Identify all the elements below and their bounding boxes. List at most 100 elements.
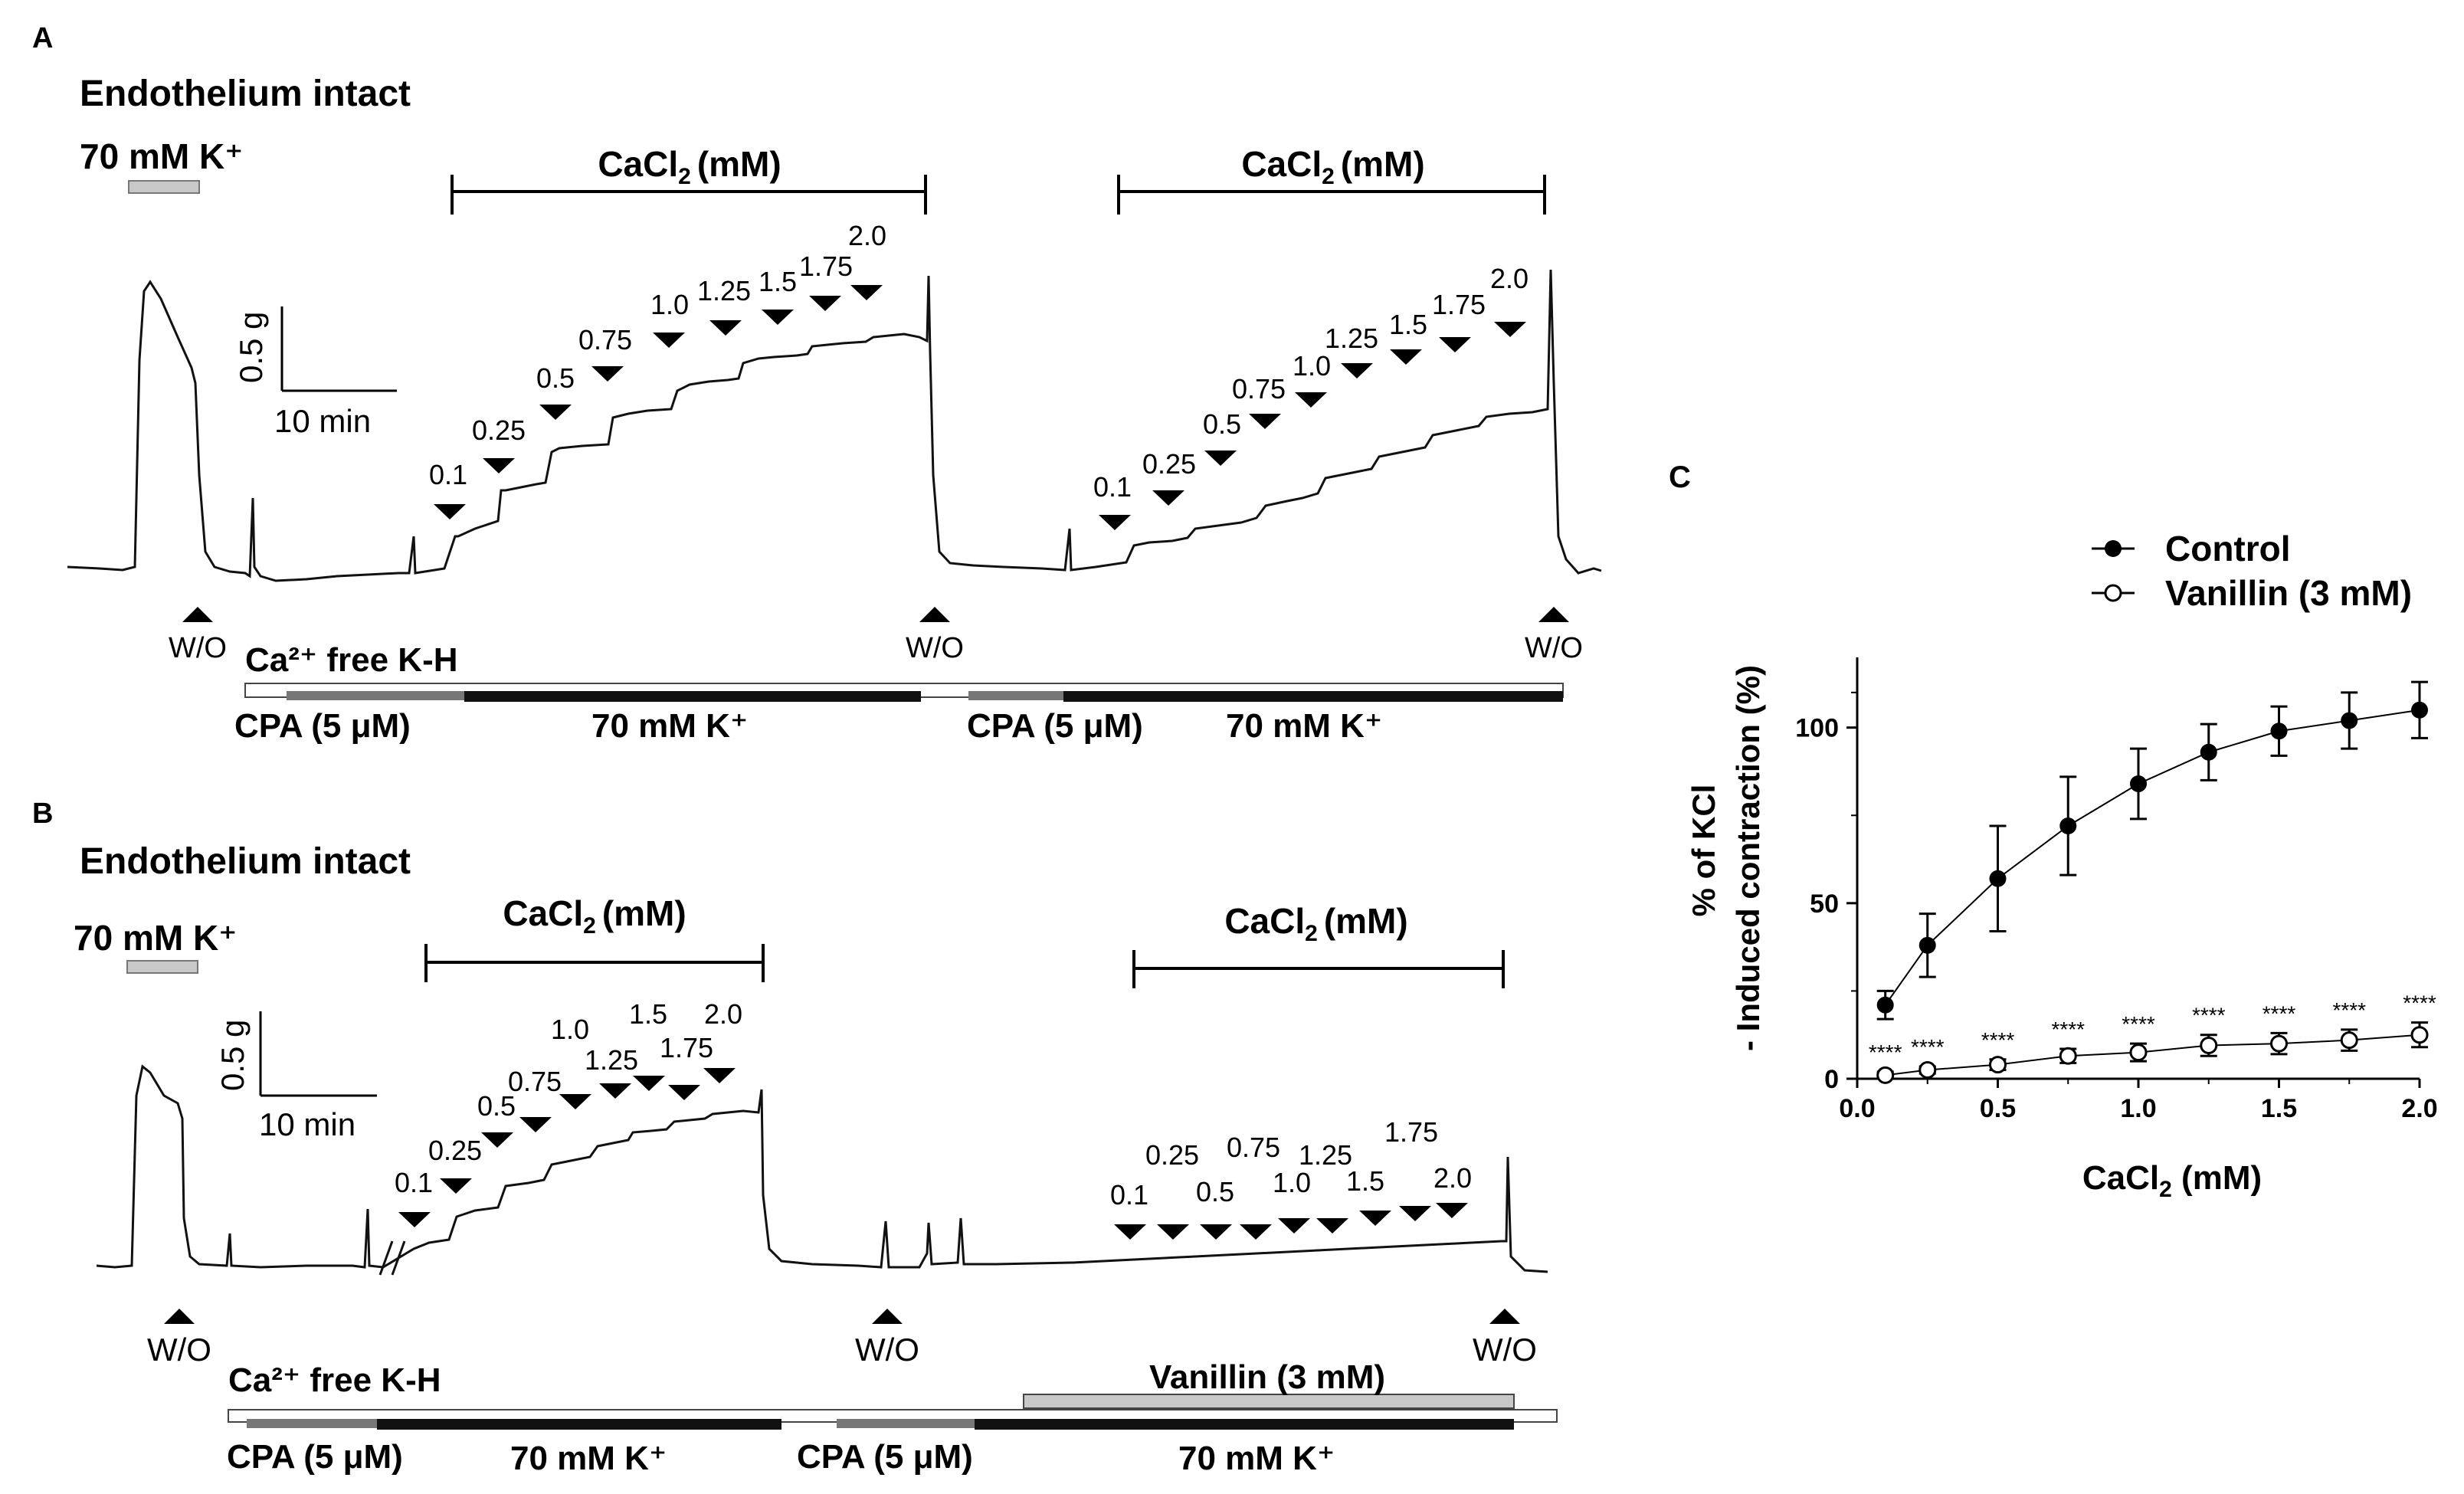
data-point <box>1989 870 2007 887</box>
svg-text:W/O: W/O <box>147 1332 211 1368</box>
x-tick-label: 1.0 <box>2120 1094 2156 1123</box>
svg-text:1.75: 1.75 <box>1384 1116 1438 1148</box>
panel-b-scale-x: 10 min <box>259 1106 356 1142</box>
panel-a-k-bar-1 <box>464 691 921 702</box>
legend-label: Vanillin (3 mM) <box>2165 573 2412 613</box>
svg-text:1.0: 1.0 <box>1273 1167 1311 1198</box>
panel-a-dose-labels-1: 0.1 0.25 0.5 0.75 1.0 1.25 1.5 1.75 2.0 <box>429 220 886 490</box>
y-tick-label: 50 <box>1810 890 1839 919</box>
panel-c-axes: 0.0 0.5 1.0 1.5 2.0 0 50 100 <box>1795 657 2438 1123</box>
series-vanillin <box>1876 1021 2429 1084</box>
svg-text:0.5: 0.5 <box>536 362 575 394</box>
x-tick-label: 0.5 <box>1980 1094 2016 1123</box>
panel-b-vanillin-bar <box>1023 1394 1515 1409</box>
svg-text:1.25: 1.25 <box>1325 323 1378 354</box>
panel-b: B Endothelium intact 70 mM K⁺ CaCl2 (mM) … <box>32 798 1558 1477</box>
svg-text:2.0: 2.0 <box>1490 263 1529 294</box>
svg-text:0.1: 0.1 <box>429 459 467 490</box>
panel-b-wo-labels: W/O W/O W/O <box>147 1332 1537 1368</box>
svg-text:1.5: 1.5 <box>1389 309 1427 340</box>
svg-text:1.5: 1.5 <box>629 998 667 1030</box>
panel-a-ca-free-label: Ca²⁺ free K-H <box>245 641 458 679</box>
svg-text:1.75: 1.75 <box>660 1032 713 1063</box>
panel-a-dose-markers-2 <box>1099 322 1526 530</box>
panel-b-dose-labels-1: 0.1 0.25 0.5 0.75 1.0 1.25 1.5 1.75 2.0 <box>395 998 742 1198</box>
svg-text:1.25: 1.25 <box>585 1044 638 1076</box>
svg-text:W/O: W/O <box>1473 1332 1537 1368</box>
panel-b-title: Endothelium intact <box>80 841 411 882</box>
significance-label: **** <box>2403 991 2436 1015</box>
panel-b-k-label-2: 70 mM K⁺ <box>1178 1440 1335 1477</box>
panel-a-dose-labels-2: 0.1 0.25 0.5 0.75 1.0 1.25 1.5 1.75 2.0 <box>1093 263 1529 503</box>
legend-marker <box>2104 584 2122 602</box>
data-point <box>2341 712 2358 729</box>
panel-b-cpa-bar-1 <box>247 1419 377 1428</box>
panel-a-dose-markers-1 <box>434 285 883 519</box>
svg-text:0.5: 0.5 <box>1196 1176 1234 1207</box>
svg-text:0.5: 0.5 <box>1203 408 1241 440</box>
panel-b-ca-free-label: Ca²⁺ free K-H <box>228 1361 441 1399</box>
data-point <box>1918 936 1936 954</box>
panel-b-cpa-label-1: CPA (5 μM) <box>227 1438 403 1476</box>
panel-b-k-bar <box>126 960 198 974</box>
significance-label: **** <box>2332 998 2366 1022</box>
panel-a-scale-bar <box>280 306 397 392</box>
panel-b-trace <box>96 1064 1548 1273</box>
svg-text:1.5: 1.5 <box>759 266 797 297</box>
svg-text:1.0: 1.0 <box>551 1014 589 1045</box>
x-tick-label: 0.0 <box>1839 1094 1875 1123</box>
svg-text:0.75: 0.75 <box>578 324 632 355</box>
series-line <box>1884 709 2420 1006</box>
panel-a-k-label-2: 70 mM K⁺ <box>1226 707 1382 745</box>
panel-b-wo-markers <box>164 1309 1520 1324</box>
svg-text:1.25: 1.25 <box>697 275 751 306</box>
data-point <box>2059 1047 2077 1065</box>
panel-a-wo-labels: W/O W/O W/O <box>169 632 1583 664</box>
significance-label: **** <box>2192 1004 2226 1027</box>
panel-b-scale-bar <box>259 1011 377 1097</box>
significance-label: **** <box>2262 1001 2296 1025</box>
significance-label: **** <box>1911 1035 1945 1059</box>
data-point <box>2270 1034 2288 1053</box>
x-tick-label: 1.5 <box>2261 1094 2297 1123</box>
significance-label: **** <box>1981 1028 2015 1052</box>
panel-b-dose-labels-2: 0.1 0.25 0.5 0.75 1.0 1.25 1.5 1.75 2.0 <box>1110 1116 1472 1211</box>
panel-a-cpa-label-2: CPA (5 μM) <box>967 707 1143 745</box>
panel-b-cacl-label-1: CaCl2 (mM) <box>503 893 686 939</box>
svg-text:1.75: 1.75 <box>799 251 853 282</box>
data-point <box>1876 1066 1895 1084</box>
panel-a: A Endothelium intact 70 mM K⁺ CaCl2 (mM) … <box>32 22 1602 745</box>
data-point <box>2200 1036 2218 1054</box>
panel-b-cpa-label-2: CPA (5 μM) <box>797 1438 973 1476</box>
panel-b-k-label-1: 70 mM K⁺ <box>510 1440 667 1477</box>
panel-b-vanillin-label: Vanillin (3 mM) <box>1149 1358 1385 1396</box>
panel-c-letter: C <box>1669 460 1691 494</box>
data-point <box>2340 1031 2358 1050</box>
panel-b-cacl-bracket-1 <box>424 944 765 982</box>
svg-text:2.0: 2.0 <box>704 998 742 1030</box>
svg-text:W/O: W/O <box>1525 632 1583 664</box>
panel-a-cacl-label-2: CaCl2 (mM) <box>1241 144 1424 189</box>
svg-text:0.25: 0.25 <box>428 1135 482 1166</box>
panel-a-scale-y: 0.5 g <box>233 312 269 383</box>
panel-b-break-mark <box>378 1240 406 1276</box>
svg-text:W/O: W/O <box>906 632 964 664</box>
legend-label: Control <box>2165 529 2291 568</box>
panel-a-k-bar-2 <box>1063 691 1563 702</box>
panel-a-k-bar <box>128 180 200 194</box>
panel-a-title: Endothelium intact <box>80 74 411 114</box>
panel-c-series: **** **** **** **** **** **** **** **** **** <box>1869 680 2436 1084</box>
y-tick-label: 0 <box>1824 1065 1839 1094</box>
svg-text:0.75: 0.75 <box>508 1066 562 1097</box>
panel-c-chart: C Control Vanillin (3 mM) 0.0 0.5 1.0 1.5 2.0… <box>1669 460 2438 1202</box>
data-point <box>2129 1044 2148 1062</box>
data-point <box>1989 1056 2007 1074</box>
panel-a-cacl-bracket-1 <box>451 175 927 215</box>
panel-a-cacl-label-1: CaCl2 (mM) <box>598 144 781 189</box>
panel-b-cacl-bracket-2 <box>1132 950 1505 988</box>
panel-c-x-axis-label: CaCl2 (mM) <box>2082 1159 2262 1202</box>
svg-text:W/O: W/O <box>169 632 227 664</box>
panel-a-cacl-bracket-2 <box>1117 175 1546 215</box>
svg-text:0.25: 0.25 <box>472 414 526 446</box>
